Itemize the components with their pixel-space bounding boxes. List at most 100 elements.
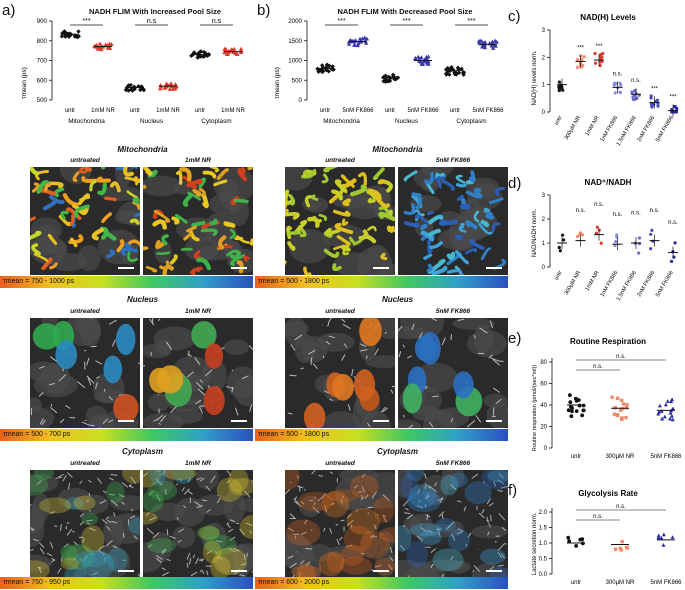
c-point — [593, 51, 597, 56]
a-ytick-label: 900 — [37, 18, 48, 25]
d-point — [673, 241, 677, 245]
a-group-label: Mitochondria — [68, 118, 105, 125]
a-sig-label: n.s — [212, 18, 222, 25]
panel-e-chart: Routine Respiration Routine respiration … — [532, 337, 682, 460]
panel-e-title: Routine Respiration — [570, 337, 646, 346]
b-sig-label: *** — [467, 18, 475, 25]
a-point — [201, 49, 207, 55]
c-point — [593, 61, 598, 65]
c-ytick-label: 2 — [542, 55, 546, 61]
b-cond-label: untr — [450, 108, 460, 114]
b-point — [426, 60, 431, 65]
c-point — [581, 64, 585, 68]
panel-c-ylabel: NAD(H) levels norm. — [532, 50, 538, 105]
left-row1-range: τmean = 750 - 1000 ps — [3, 278, 75, 285]
f-sig-label: n.s. — [593, 514, 603, 520]
c-point — [582, 55, 586, 59]
d-point — [560, 233, 565, 237]
e-point — [668, 410, 673, 415]
d-ytick-label: 0 — [542, 265, 546, 271]
right-row3-colorbar: τmean = 600 - 2000 ps — [255, 577, 508, 589]
c-point — [557, 85, 561, 89]
a-point — [132, 86, 137, 92]
b-cond-label: 5nM FK866 — [407, 108, 439, 114]
c-point — [674, 106, 679, 110]
c-point — [576, 58, 580, 62]
panel-a-title: NADH FLIM With Increased Pool Size — [88, 7, 222, 16]
e-point — [620, 417, 624, 422]
b-point — [326, 69, 331, 74]
e-point — [656, 411, 661, 416]
right-row1-cap2: 5nM FK866 — [435, 157, 471, 164]
e-point — [662, 414, 667, 419]
b-point — [445, 65, 450, 71]
d-point — [669, 259, 674, 263]
panel-f-ylabel: Lactate secretion norm. — [532, 512, 538, 575]
panel-a-chart: τmean (ps) 500 600 700 800 900 *** n.s n.s unt… — [21, 18, 245, 125]
b-point — [320, 63, 325, 68]
c-point — [656, 104, 660, 108]
c-point — [599, 55, 603, 59]
d-ytick-label: 1 — [542, 241, 546, 247]
a-point — [98, 46, 104, 51]
b-point — [346, 41, 352, 46]
d-point — [578, 232, 582, 236]
a-point — [97, 41, 103, 46]
f-ytick-label: 2.0 — [539, 510, 548, 516]
a-ytick-label: 800 — [37, 38, 48, 45]
panel-c-title: NAD(H) Levels — [580, 13, 636, 22]
d-point — [637, 251, 641, 255]
panel-b-chart: τmean (ps) 0 500 1000 1500 2000 *** *** *** un… — [274, 18, 504, 125]
c-point — [580, 57, 584, 62]
b-point — [390, 72, 396, 77]
b-ytick-label: 0 — [299, 97, 303, 104]
b-sig-label: *** — [337, 18, 345, 25]
c-cond-label: 5nM FK866 — [655, 115, 675, 143]
micro-left-mito-untreated — [30, 167, 140, 275]
panel-f-title: Glycolysis Rate — [578, 489, 638, 498]
panel-f-chart: Glycolysis Rate Lactate secretion norm. … — [532, 489, 682, 586]
b-cond-label: 5nM FK866 — [472, 108, 504, 114]
e-point — [619, 398, 624, 403]
d-point — [594, 231, 599, 235]
a-cond-label: untr — [65, 108, 75, 114]
right-row2-cap1: untreated — [325, 308, 355, 315]
panel-letter-b: b) — [257, 2, 271, 19]
e-sig-label: n.s. — [616, 354, 626, 360]
e-point — [618, 408, 623, 412]
right-row1-range: τmean = 500 - 1800 ps — [258, 278, 330, 285]
b-ytick-label: 1000 — [288, 58, 302, 65]
a-point — [72, 34, 78, 39]
panel-e-ylabel: Routine respiration (pmol/(sec*ml)) — [532, 365, 538, 452]
micro-left-cyto-untreated — [30, 470, 140, 578]
a-point — [141, 87, 147, 93]
e-point — [581, 403, 586, 408]
d-point — [562, 238, 566, 242]
panel-d-title: NAD⁺/NADH — [585, 178, 632, 187]
b-point — [413, 56, 418, 61]
f-point — [620, 539, 624, 544]
b-point — [360, 36, 365, 41]
micro-right-mito-fk — [398, 167, 508, 275]
c-cond-label: untr — [554, 115, 564, 126]
b-group-label: Mitochondria — [323, 118, 360, 125]
b-point — [453, 72, 459, 77]
c-sig-label: *** — [669, 95, 677, 101]
panel-c-chart: NAD(H) Levels NAD(H) levels norm. 0 1 2 3 **… — [532, 13, 679, 147]
c-point — [670, 110, 674, 114]
a-cond-label: 1mM NR — [156, 108, 180, 114]
e-point — [577, 403, 582, 408]
a-ytick-label: 600 — [37, 77, 48, 84]
d-sig-label: n.s. — [594, 202, 604, 208]
a-group-label: Nucleus — [140, 118, 163, 125]
c-cond-label: 300µM NR — [564, 115, 583, 141]
f-point — [656, 533, 661, 538]
e-point — [569, 414, 574, 419]
e-point — [620, 407, 625, 411]
c-ytick-label: 0 — [542, 110, 546, 116]
b-point — [320, 69, 325, 75]
b-point — [318, 68, 323, 73]
e-point — [657, 403, 662, 408]
e-point — [612, 412, 617, 416]
a-point — [59, 34, 65, 39]
